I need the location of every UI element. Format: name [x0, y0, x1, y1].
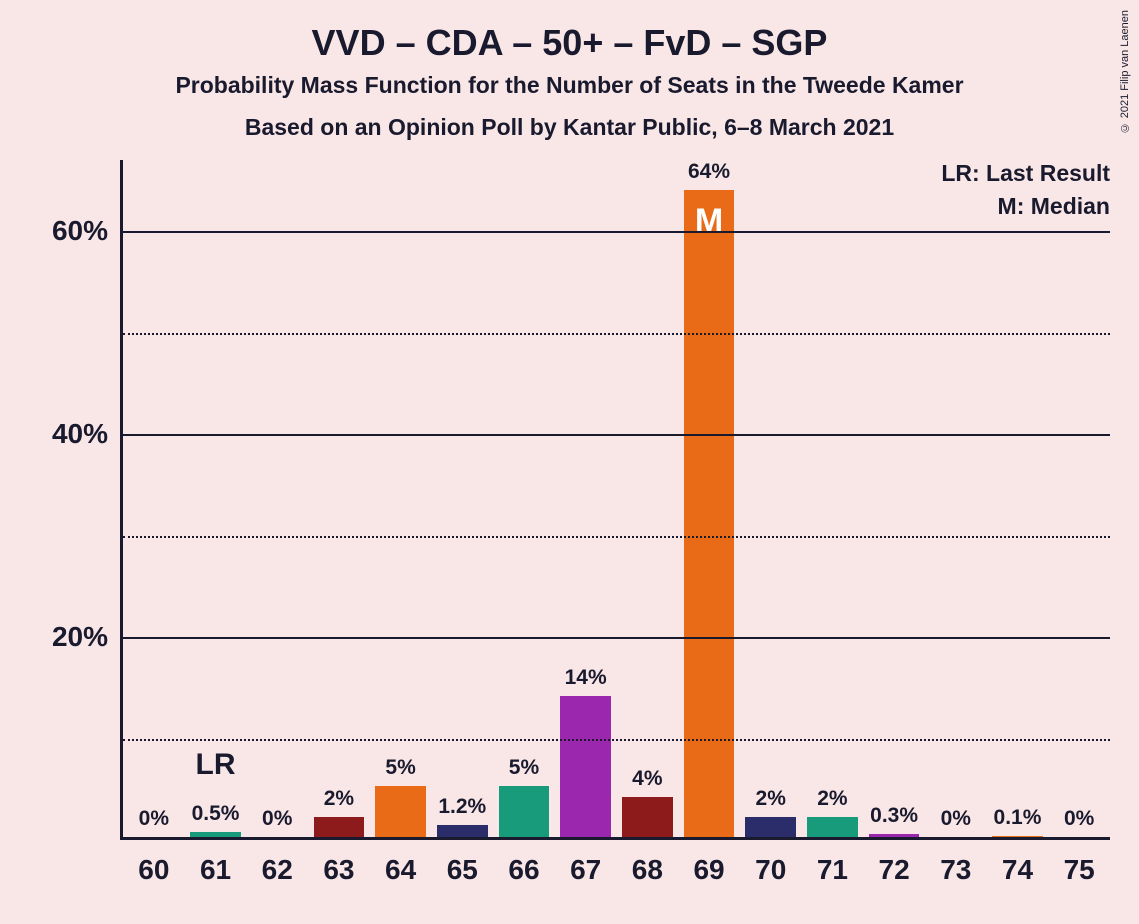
bar-slot: 0%: [123, 160, 185, 837]
chart-container: VVD – CDA – 50+ – FvD – SGP Probability …: [0, 0, 1139, 924]
bar-value-label: 0%: [262, 807, 292, 831]
x-tick-label: 61: [200, 854, 231, 886]
bar-slot: 0.3%: [863, 160, 925, 837]
x-tick-label: 71: [817, 854, 848, 886]
bar-slot: 0.1%: [987, 160, 1049, 837]
x-tick-label: 69: [693, 854, 724, 886]
bar: 2%: [807, 817, 858, 837]
bar-slot: 0.5%: [185, 160, 247, 837]
bar-value-label: 0.1%: [994, 806, 1042, 830]
x-tick-label: 66: [508, 854, 539, 886]
x-tick-label: 65: [447, 854, 478, 886]
x-tick-label: 74: [1002, 854, 1033, 886]
y-tick-label: 60%: [52, 215, 108, 247]
bar-value-label: 0%: [139, 807, 169, 831]
bar: 5%: [499, 786, 550, 837]
lr-marker: LR: [196, 748, 236, 782]
copyright-label: © 2021 Filip van Laenen: [1119, 10, 1131, 133]
bar: 0.3%: [869, 834, 920, 837]
bar-value-label: 2%: [756, 787, 786, 811]
bar-slot: 2%: [740, 160, 802, 837]
gridline-major: [123, 637, 1110, 639]
gridline-minor: [123, 739, 1110, 741]
bar-slot: 5%: [493, 160, 555, 837]
bar-slot: 64% M: [678, 160, 740, 837]
x-tick-label: 62: [262, 854, 293, 886]
x-tick-label: 68: [632, 854, 663, 886]
bar-value-label: 0.3%: [870, 804, 918, 828]
y-tick-label: 20%: [52, 621, 108, 653]
bar-slot: 1.2%: [431, 160, 493, 837]
bar: 2%: [314, 817, 365, 837]
x-tick-label: 60: [138, 854, 169, 886]
x-tick-label: 63: [323, 854, 354, 886]
x-tick-label: 73: [940, 854, 971, 886]
bars-layer: 0%0.5%0%2%5%1.2%5%14%4%64%M2%2%0.3%0%0.1…: [123, 160, 1110, 837]
x-tick-label: 72: [879, 854, 910, 886]
bar-value-label: 5%: [385, 756, 415, 780]
plot-area: LR: Last Result M: Median 0%0.5%0%2%5%1.…: [120, 160, 1110, 840]
bar-slot: 2%: [308, 160, 370, 837]
bar-value-label: 4%: [632, 767, 662, 791]
bar-slot: 0%: [925, 160, 987, 837]
bar-value-label: 14%: [565, 666, 607, 690]
bar-value-label: 1.2%: [438, 795, 486, 819]
bar-value-label: 0.5%: [192, 802, 240, 826]
bar-value-label: 0%: [1064, 807, 1094, 831]
bar-value-label: 0%: [941, 807, 971, 831]
bar-slot: 5%: [370, 160, 432, 837]
bar: 0.1%: [992, 836, 1043, 837]
bar: 2%: [745, 817, 796, 837]
bar: 0.5%: [190, 832, 241, 837]
x-tick-label: 70: [755, 854, 786, 886]
gridline-minor: [123, 536, 1110, 538]
chart-subtitle-2: Based on an Opinion Poll by Kantar Publi…: [0, 114, 1139, 141]
bar-inner-label: M: [695, 202, 723, 241]
bar-slot: 0%: [246, 160, 308, 837]
bar: 1.2%: [437, 825, 488, 837]
bar-slot: 4%: [617, 160, 679, 837]
bar: 14%: [560, 696, 611, 837]
bar: 5%: [375, 786, 426, 837]
x-tick-label: 75: [1064, 854, 1095, 886]
chart-subtitle-1: Probability Mass Function for the Number…: [0, 72, 1139, 99]
bar-slot: 2%: [802, 160, 864, 837]
gridline-major: [123, 434, 1110, 436]
bar-value-label: 64%: [688, 160, 730, 184]
y-tick-label: 40%: [52, 418, 108, 450]
bar: 4%: [622, 797, 673, 837]
x-axis: [120, 837, 1110, 840]
bar-value-label: 5%: [509, 756, 539, 780]
bar-slot: 0%: [1048, 160, 1110, 837]
bar-slot: 14%: [555, 160, 617, 837]
x-tick-label: 64: [385, 854, 416, 886]
x-tick-label: 67: [570, 854, 601, 886]
bar-value-label: 2%: [817, 787, 847, 811]
gridline-minor: [123, 333, 1110, 335]
chart-title: VVD – CDA – 50+ – FvD – SGP: [0, 22, 1139, 64]
gridline-major: [123, 231, 1110, 233]
bar-value-label: 2%: [324, 787, 354, 811]
